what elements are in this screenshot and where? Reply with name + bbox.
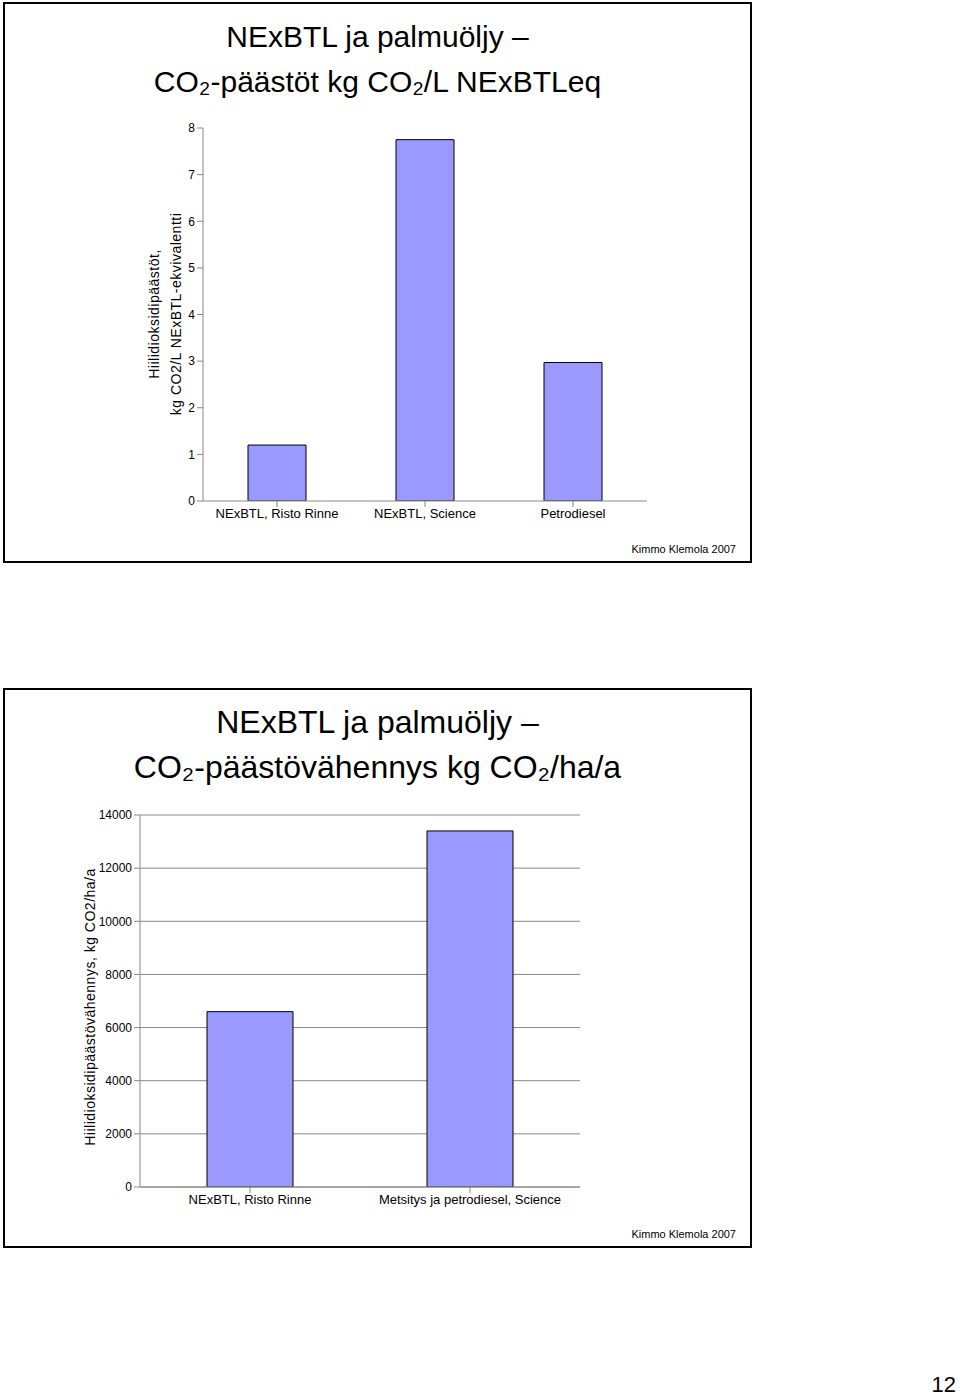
svg-text:3: 3 (188, 354, 195, 368)
html-text:Kimmo Klemola 2007: Kimmo Klemola 2007 (631, 543, 736, 555)
html-text:NExBTL ja palmuöljy – CO₂-pääs: NExBTL ja palmuöljy – CO₂-päästöt kg CO₂… (153, 20, 602, 98)
svg-text:2: 2 (188, 401, 195, 415)
svg-text:7: 7 (188, 168, 195, 182)
svg-text:12000: 12000 (99, 861, 133, 875)
svg-text:1: 1 (188, 448, 195, 462)
svg-text:14000: 14000 (99, 808, 133, 822)
svg-text:0: 0 (125, 1180, 132, 1194)
html-text:Hiilidioksidipäästövähennys, k: Hiilidioksidipäästövähennys, kg CO2/ha/a (82, 868, 98, 1146)
svg-text:8: 8 (188, 121, 195, 135)
svg-text:6: 6 (188, 215, 195, 229)
svg-text:10000: 10000 (99, 915, 133, 929)
svg-text:NExBTL, Risto Rinne: NExBTL, Risto Rinne (189, 1192, 312, 1207)
svg-text:Metsitys ja petrodiesel, Scien: Metsitys ja petrodiesel, Science (379, 1192, 561, 1207)
svg-text:4: 4 (188, 308, 195, 322)
html-text:NExBTL ja palmuöljy – CO₂-pääs: NExBTL ja palmuöljy – CO₂-päästövähennys… (133, 704, 622, 785)
svg-text:2000: 2000 (105, 1127, 132, 1141)
svg-text:0: 0 (188, 494, 195, 508)
svg-text:NExBTL, Risto Rinne: NExBTL, Risto Rinne (216, 506, 339, 521)
svg-text:Petrodiesel: Petrodiesel (540, 506, 605, 521)
svg-text:6000: 6000 (105, 1021, 132, 1035)
svg-text:4000: 4000 (105, 1074, 132, 1088)
html-text:Kimmo Klemola 2007: Kimmo Klemola 2007 (631, 1228, 736, 1240)
svg-text:8000: 8000 (105, 968, 132, 982)
svg-text:NExBTL, Science: NExBTL, Science (374, 506, 476, 521)
html-text:Hiilidioksidipäästöt, kg CO2/L: Hiilidioksidipäästöt, kg CO2/L NExBTL-ek… (146, 212, 184, 416)
html-text:12: 12 (931, 1372, 956, 1397)
svg-text:5: 5 (188, 261, 195, 275)
